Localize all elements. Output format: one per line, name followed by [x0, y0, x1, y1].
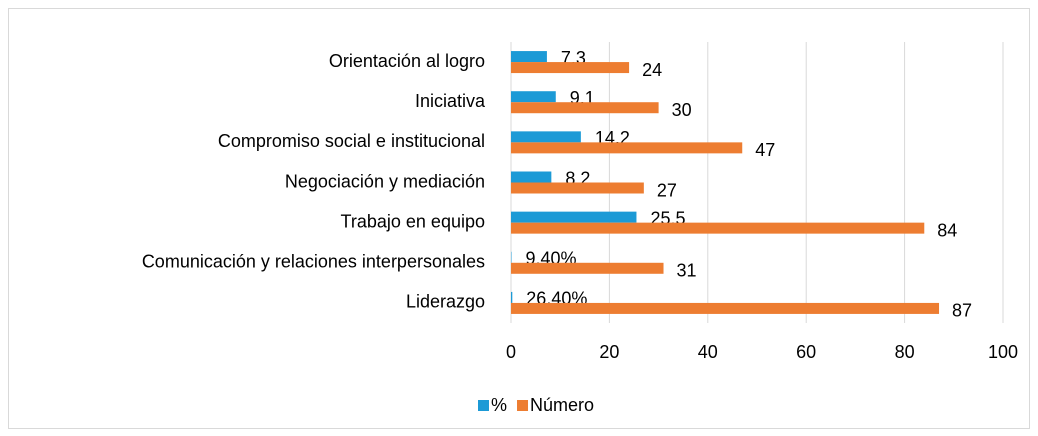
bar: [511, 211, 637, 223]
data-label: 30: [672, 100, 692, 120]
bar: [511, 91, 556, 103]
data-label: 27: [657, 180, 677, 200]
data-label: 47: [755, 140, 775, 160]
chart-border: [8, 8, 1030, 429]
bar: [511, 171, 552, 183]
category-label: Comunicación y relaciones interpersonale…: [142, 252, 485, 272]
category-label: Compromiso social e institucional: [218, 131, 485, 151]
category-label: Iniciativa: [415, 91, 486, 111]
x-tick-label: 40: [698, 342, 718, 362]
bar: [511, 291, 513, 303]
bar: [511, 51, 547, 63]
x-tick-label: 100: [988, 342, 1018, 362]
data-label: 31: [677, 261, 697, 281]
data-label: 84: [937, 220, 957, 240]
legend-label: %: [491, 395, 507, 415]
bar: [511, 142, 743, 154]
data-label: 87: [952, 301, 972, 321]
category-label: Negociación y mediación: [285, 171, 485, 191]
category-label: Trabajo en equipo: [341, 211, 485, 231]
bar: [511, 62, 630, 74]
legend-swatch: [517, 400, 529, 411]
bar: [511, 222, 925, 234]
x-tick-label: 80: [895, 342, 915, 362]
bar: [511, 131, 581, 143]
x-tick-label: 60: [796, 342, 816, 362]
legend-label: Número: [530, 395, 594, 415]
x-tick-label: 0: [506, 342, 516, 362]
x-tick-label: 20: [599, 342, 619, 362]
bar: [511, 262, 664, 274]
bar: [511, 102, 659, 114]
legend-swatch: [478, 400, 489, 411]
category-label: Liderazgo: [406, 292, 485, 312]
category-label: Orientación al logro: [329, 51, 485, 71]
bar: [511, 302, 940, 314]
bar: [511, 182, 644, 194]
data-label: 24: [642, 60, 662, 80]
